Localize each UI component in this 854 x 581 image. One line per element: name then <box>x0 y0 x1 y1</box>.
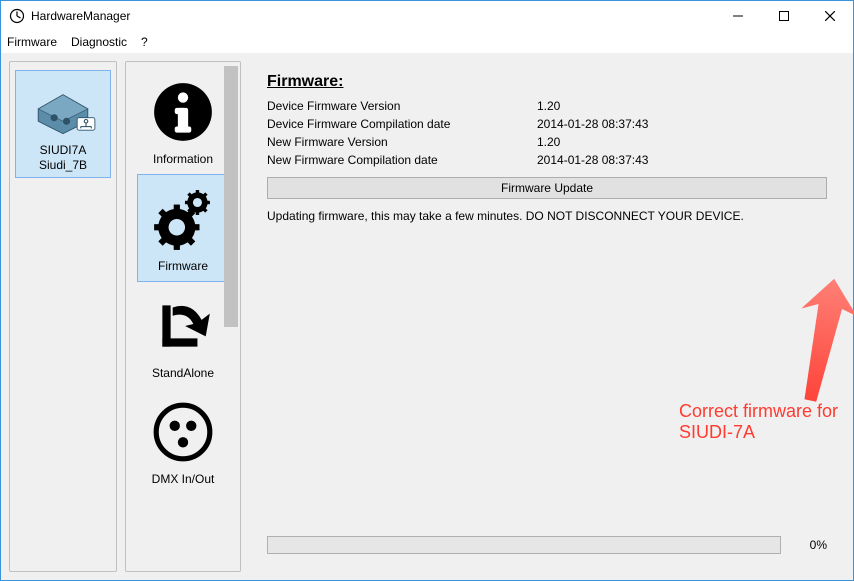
scrollbar-thumb[interactable] <box>224 66 238 327</box>
nav-label-standalone: StandAlone <box>152 366 214 380</box>
firmware-icon <box>143 181 223 257</box>
minimize-button[interactable] <box>715 1 761 31</box>
nav-label-information: Information <box>153 152 213 166</box>
nav-item-firmware[interactable]: Firmware <box>137 174 229 282</box>
app-window: HardwareManager Firmware Diagnostic ? <box>0 0 854 581</box>
annotation-text: Correct firmware for SIUDI-7A <box>679 401 845 443</box>
main-panel: Firmware: Device Firmware Version 1.20 D… <box>249 61 845 572</box>
titlebar: HardwareManager <box>1 1 853 31</box>
annotation-arrow <box>789 276 854 406</box>
window-title: HardwareManager <box>31 9 130 23</box>
maximize-button[interactable] <box>761 1 807 31</box>
nav-label-dmx: DMX In/Out <box>152 472 215 486</box>
progress-percent: 0% <box>791 538 827 552</box>
nav-item-information[interactable]: Information <box>137 68 229 174</box>
device-label: SIUDI7A Siudi_7B <box>39 143 87 173</box>
firmware-update-button[interactable]: Firmware Update <box>267 177 827 199</box>
menu-help[interactable]: ? <box>141 35 148 49</box>
client-area: SIUDI7A Siudi_7B <box>1 53 853 580</box>
progress-bar <box>267 536 781 554</box>
standalone-icon <box>143 288 223 364</box>
menu-firmware[interactable]: Firmware <box>7 35 57 49</box>
menubar: Firmware Diagnostic ? <box>1 31 853 53</box>
menu-diagnostic[interactable]: Diagnostic <box>71 35 127 49</box>
label-new-date: New Firmware Compilation date <box>267 153 537 167</box>
nav-item-dmx[interactable]: DMX In/Out <box>137 388 229 494</box>
nav-label-firmware: Firmware <box>158 259 208 273</box>
label-new-ver: New Firmware Version <box>267 135 537 149</box>
close-button[interactable] <box>807 1 853 31</box>
firmware-info-grid: Device Firmware Version 1.20 Device Firm… <box>267 99 827 167</box>
nav-item-standalone[interactable]: StandAlone <box>137 282 229 388</box>
label-device-ver: Device Firmware Version <box>267 99 537 113</box>
value-new-date: 2014-01-28 08:37:43 <box>537 153 827 167</box>
nav-scrollbar[interactable] <box>224 66 238 567</box>
status-text: Updating firmware, this may take a few m… <box>267 209 827 223</box>
device-list-panel: SIUDI7A Siudi_7B <box>9 61 117 572</box>
section-title: Firmware: <box>267 73 827 91</box>
device-thumbnail <box>27 77 99 139</box>
dmx-icon <box>143 394 223 470</box>
value-device-ver: 1.20 <box>537 99 827 113</box>
progress-row: 0% <box>267 536 827 554</box>
value-new-ver: 1.20 <box>537 135 827 149</box>
device-label-line1: SIUDI7A <box>39 143 87 158</box>
nav-panel: Information <box>125 61 241 572</box>
device-item[interactable]: SIUDI7A Siudi_7B <box>15 70 111 178</box>
nav-list: Information <box>137 68 229 494</box>
information-icon <box>143 74 223 150</box>
device-label-line2: Siudi_7B <box>39 158 87 173</box>
value-device-date: 2014-01-28 08:37:43 <box>537 117 827 131</box>
app-icon <box>9 8 25 24</box>
label-device-date: Device Firmware Compilation date <box>267 117 537 131</box>
